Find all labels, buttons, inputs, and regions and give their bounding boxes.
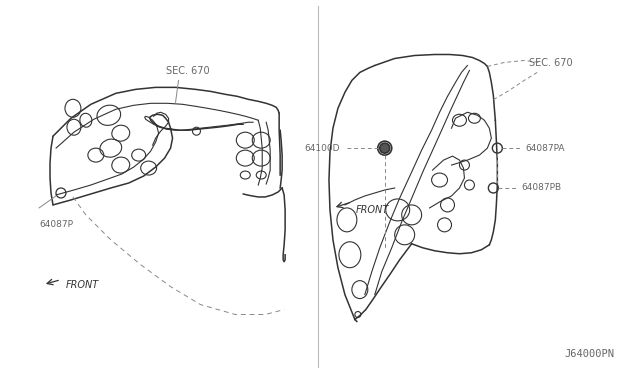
Text: FRONT: FRONT <box>356 205 389 215</box>
Ellipse shape <box>380 143 390 153</box>
Text: J64000PN: J64000PN <box>564 349 614 359</box>
Text: 64087PA: 64087PA <box>525 144 564 153</box>
Text: SEC. 670: SEC. 670 <box>529 58 573 68</box>
Text: 64100D: 64100D <box>305 144 340 153</box>
Text: FRONT: FRONT <box>66 280 99 290</box>
Text: SEC. 670: SEC. 670 <box>166 67 209 76</box>
Text: 64087PB: 64087PB <box>521 183 561 192</box>
Text: 64087P: 64087P <box>39 220 73 229</box>
